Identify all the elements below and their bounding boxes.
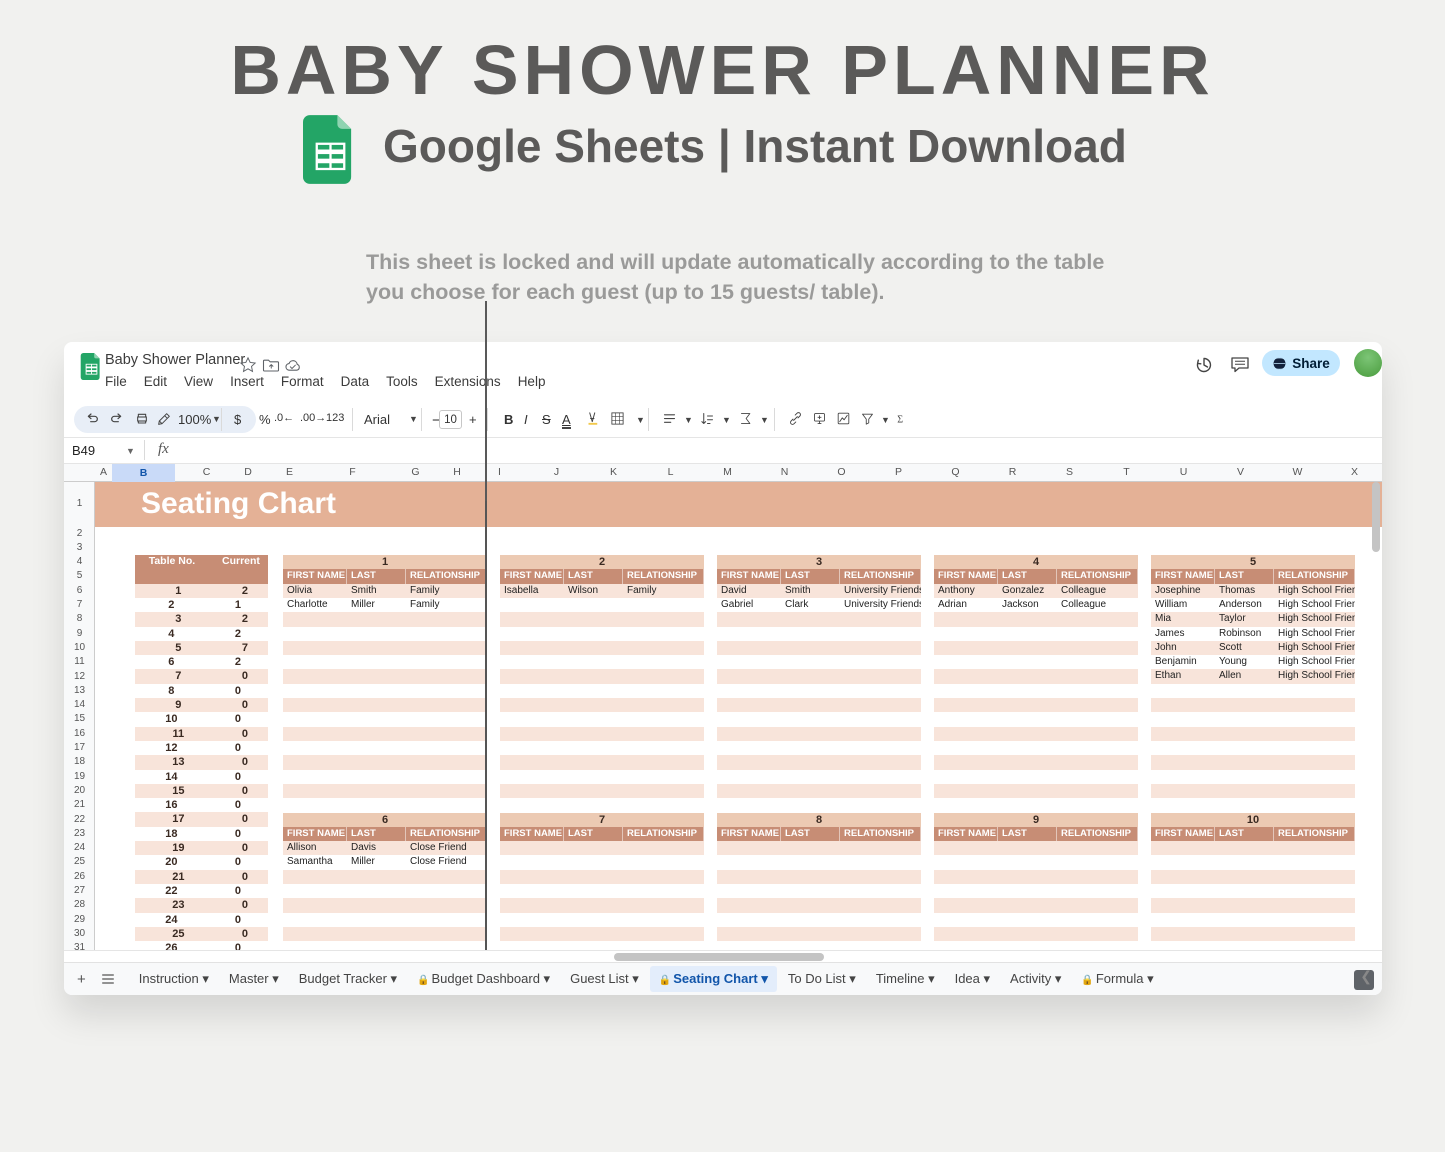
svg-text:Σ: Σ [897,414,903,425]
